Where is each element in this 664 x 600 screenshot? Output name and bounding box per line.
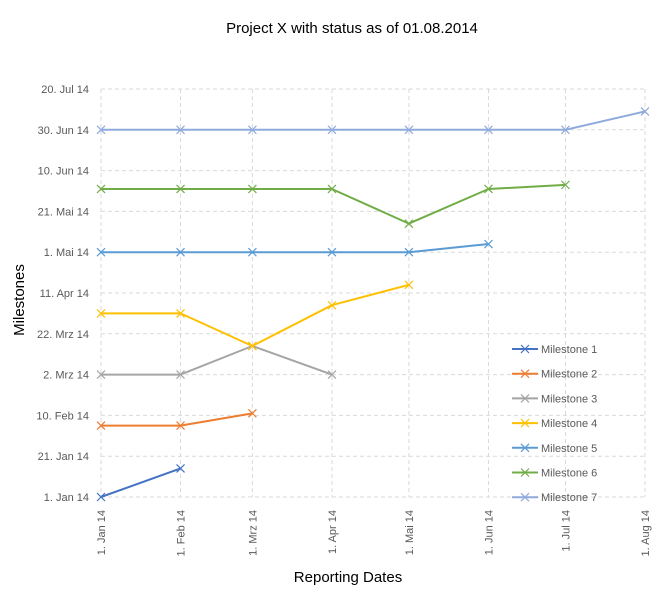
y-tick-label: 1. Jan 14 <box>44 492 89 504</box>
data-point-marker <box>640 107 650 116</box>
legend-label: Milestone 6 <box>541 468 597 480</box>
data-point-marker <box>327 300 337 310</box>
legend-swatch-marker <box>520 393 530 403</box>
y-tick-label: 1. Mai 14 <box>44 247 89 259</box>
data-point-marker <box>247 341 257 351</box>
x-tick-label: 1. Mai 14 <box>404 510 416 555</box>
x-axis-ticks: 1. Jan 14 1. Feb 14 1. Mrz 14 1. Apr 14 1. M… <box>96 510 652 557</box>
y-axis-ticks: 1. Jan 14 21. Jan 14 10. Feb 14 2. Mrz 14 22… <box>36 84 89 504</box>
x-tick-label: 1. Aug 14 <box>640 510 652 557</box>
legend-swatch-marker <box>520 369 530 379</box>
legend-label: Milestone 2 <box>541 369 597 381</box>
y-tick-label: 22. Mrz 14 <box>37 329 89 341</box>
data-point-marker <box>247 125 257 135</box>
y-tick-label: 21. Jan 14 <box>38 451 89 463</box>
series-milestone-4 <box>96 280 414 351</box>
data-point-marker <box>404 247 414 257</box>
data-point-marker <box>404 219 414 229</box>
data-point-marker <box>247 247 257 257</box>
legend-swatch-marker <box>520 344 530 354</box>
series-line <box>101 283 410 347</box>
data-point-marker <box>404 280 414 290</box>
x-tick-label: 1. Mrz 14 <box>247 510 259 556</box>
x-axis-title: Reporting Dates <box>294 569 402 586</box>
data-point-marker <box>96 421 106 431</box>
x-tick-label: 1. Jul 14 <box>560 510 572 552</box>
data-point-marker <box>404 125 414 135</box>
legend-entry: Milestone 5 <box>512 443 597 455</box>
series-line <box>100 467 181 498</box>
y-tick-label: 2. Mrz 14 <box>43 370 89 382</box>
series-line <box>101 345 333 376</box>
series-milestone-3 <box>96 341 337 380</box>
legend: Milestone 1 Milestone 2 Milestone 3 Milesto… <box>512 344 597 504</box>
data-point-marker <box>327 125 337 135</box>
data-point-marker <box>327 184 337 194</box>
legend-swatch-marker <box>520 418 530 428</box>
data-point-marker <box>484 125 493 135</box>
data-point-marker <box>96 184 106 194</box>
data-point-marker <box>176 184 185 194</box>
data-point-marker <box>176 464 185 473</box>
data-point-marker <box>247 184 257 194</box>
series-milestone-6 <box>96 180 570 229</box>
legend-entry: Milestone 3 <box>512 393 597 405</box>
data-point-marker <box>247 408 257 418</box>
legend-entry: Milestone 7 <box>512 492 597 504</box>
legend-entry: Milestone 6 <box>512 468 597 480</box>
data-point-marker <box>176 125 185 135</box>
y-tick-label: 10. Jun 14 <box>38 166 89 178</box>
data-point-marker <box>96 308 106 318</box>
legend-swatch-marker <box>520 443 530 453</box>
series-line <box>101 243 489 254</box>
data-point-marker <box>96 125 106 135</box>
data-point-marker <box>327 370 337 380</box>
series-milestone-5 <box>96 239 493 257</box>
legend-label: Milestone 7 <box>541 492 597 504</box>
x-tick-label: 1. Jun 14 <box>483 510 495 555</box>
y-tick-label: 21. Mai 14 <box>38 206 89 218</box>
y-axis-title: Milestones <box>11 264 28 336</box>
legend-entry: Milestone 1 <box>512 344 597 356</box>
series-milestone-7 <box>96 107 650 135</box>
x-tick-label: 1. Apr 14 <box>327 510 339 554</box>
legend-label: Milestone 3 <box>541 393 597 405</box>
legend-label: Milestone 5 <box>541 443 597 455</box>
y-tick-label: 20. Jul 14 <box>41 84 89 96</box>
data-point-marker <box>484 239 493 249</box>
data-point-marker <box>176 308 185 318</box>
legend-entry: Milestone 4 <box>512 418 597 430</box>
legend-entry: Milestone 2 <box>512 369 597 381</box>
data-point-marker <box>561 180 570 190</box>
legend-swatch-marker <box>520 492 530 502</box>
x-tick-label: 1. Jan 14 <box>96 510 108 555</box>
legend-swatch-marker <box>520 468 530 477</box>
data-point-marker <box>176 421 185 431</box>
series-line <box>101 110 646 131</box>
data-point-marker <box>176 247 185 257</box>
chart-title: Project X with status as of 01.08.2014 <box>226 20 478 37</box>
x-tick-label: 1. Feb 14 <box>176 510 188 556</box>
data-point-marker <box>561 125 570 135</box>
data-point-marker <box>176 370 185 380</box>
series-milestone-1 <box>96 464 185 502</box>
data-point-marker <box>96 370 106 380</box>
legend-label: Milestone 1 <box>541 344 597 356</box>
y-tick-label: 10. Feb 14 <box>36 410 89 422</box>
series-lines <box>96 107 650 502</box>
legend-label: Milestone 4 <box>541 418 597 430</box>
data-point-marker <box>327 247 337 257</box>
data-point-marker <box>96 492 106 502</box>
series-milestone-2 <box>96 408 257 431</box>
data-point-marker <box>96 247 106 257</box>
data-point-marker <box>484 184 493 194</box>
y-tick-label: 30. Jun 14 <box>38 125 89 137</box>
gridlines <box>100 88 646 498</box>
y-tick-label: 11. Apr 14 <box>40 288 89 300</box>
